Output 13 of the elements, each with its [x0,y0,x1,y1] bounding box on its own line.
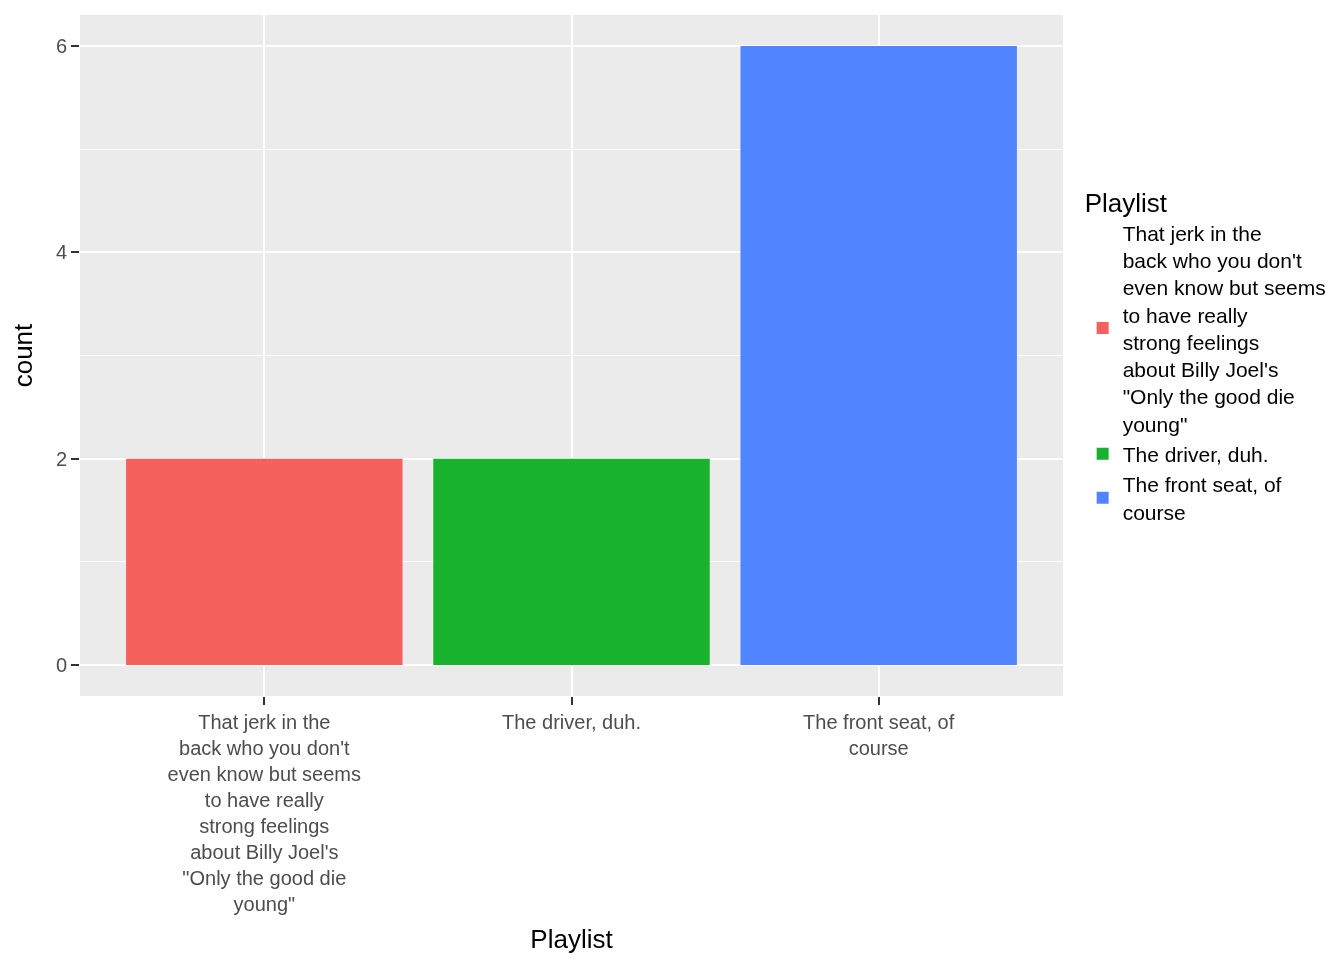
y-tick-label: 4 [55,241,67,264]
x-tick-label: The driver, duh. [502,711,641,733]
y-tick-label: 2 [55,447,67,470]
x-tick-label: The front seat, of course [803,711,955,759]
x-axis-title: Playlist [530,923,614,954]
legend-label: The driver, duh. [1122,443,1269,467]
y-axis-title: count [8,322,39,388]
x-tick-label: That jerk in the back who you don't even know but seems to have really strong feelings about Billy Joel's "Only the good die young" [167,711,362,915]
legend-label: That jerk in the back who you don't even know but seems to have really strong feelings about Billy Joel's "Only the good die young" [1122,221,1326,436]
legend-label: The front seat, of course [1122,473,1282,524]
legend-title: Playlist [1084,188,1168,219]
y-tick-label: 0 [55,654,67,677]
y-tick-label: 6 [55,34,67,57]
